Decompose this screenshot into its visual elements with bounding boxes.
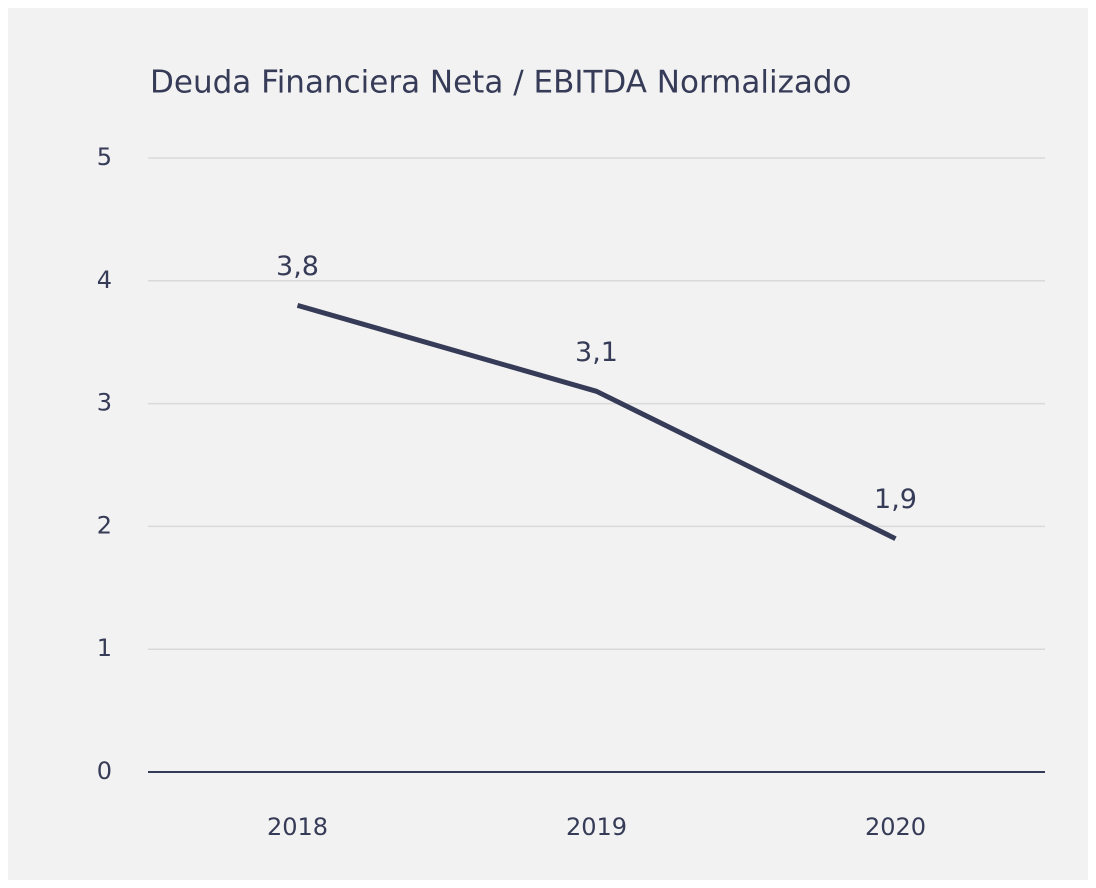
y-tick-label: 4	[97, 266, 112, 294]
chart-background	[8, 8, 1088, 880]
data-label: 3,1	[575, 337, 618, 368]
x-tick-label: 2019	[566, 813, 627, 841]
data-line	[296, 302, 897, 541]
y-tick-label: 0	[97, 757, 112, 785]
y-tick-label: 2	[97, 511, 112, 539]
data-label: 1,9	[874, 484, 917, 515]
x-tick-label: 2018	[267, 813, 328, 841]
y-tick-label: 5	[97, 143, 112, 171]
chart-title: Deuda Financiera Neta / EBITDA Normaliza…	[150, 65, 852, 101]
data-label: 3,8	[276, 251, 319, 282]
y-tick-label: 3	[97, 389, 112, 417]
x-tick-label: 2020	[865, 813, 926, 841]
y-tick-label: 1	[97, 634, 112, 662]
